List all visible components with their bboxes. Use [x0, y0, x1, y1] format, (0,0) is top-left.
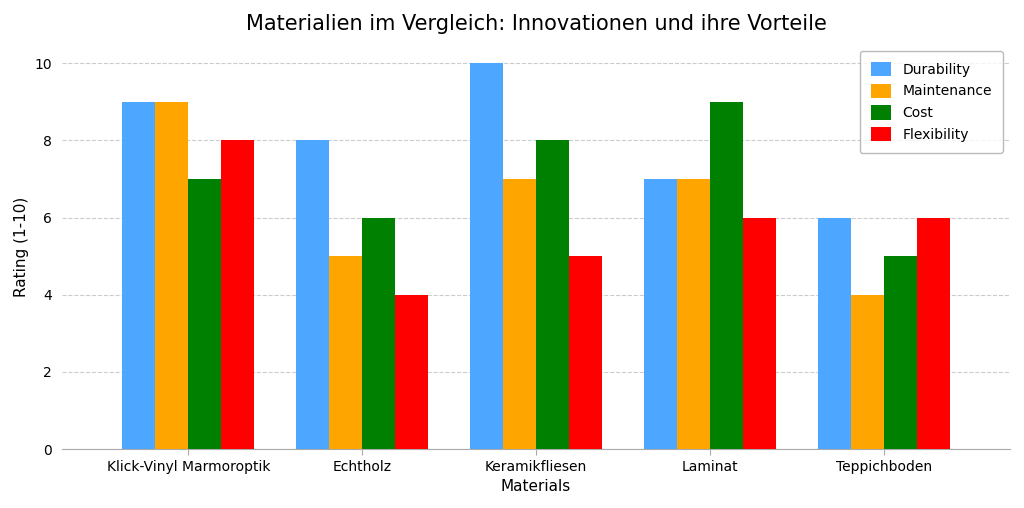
- Title: Materialien im Vergleich: Innovationen und ihre Vorteile: Materialien im Vergleich: Innovationen u…: [246, 14, 826, 34]
- Bar: [395, 295, 428, 449]
- Bar: [884, 256, 916, 449]
- Bar: [569, 256, 602, 449]
- Bar: [916, 217, 949, 449]
- Bar: [644, 179, 677, 449]
- X-axis label: Materials: Materials: [501, 479, 571, 494]
- Bar: [329, 256, 362, 449]
- Bar: [470, 63, 503, 449]
- Bar: [122, 102, 156, 449]
- Bar: [536, 140, 569, 449]
- Bar: [710, 102, 742, 449]
- Y-axis label: Rating (1-10): Rating (1-10): [14, 196, 29, 297]
- Bar: [503, 179, 536, 449]
- Bar: [851, 295, 884, 449]
- Bar: [742, 217, 776, 449]
- Bar: [362, 217, 395, 449]
- Bar: [296, 140, 329, 449]
- Bar: [188, 179, 221, 449]
- Bar: [817, 217, 851, 449]
- Bar: [677, 179, 710, 449]
- Bar: [156, 102, 188, 449]
- Legend: Durability, Maintenance, Cost, Flexibility: Durability, Maintenance, Cost, Flexibili…: [859, 51, 1004, 153]
- Bar: [221, 140, 254, 449]
